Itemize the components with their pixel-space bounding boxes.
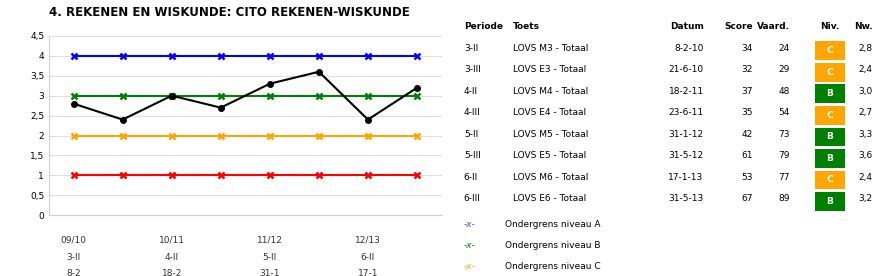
FancyBboxPatch shape (815, 106, 845, 125)
Text: Datum: Datum (670, 22, 704, 31)
Text: 24: 24 (779, 44, 790, 53)
Text: 3,6: 3,6 (858, 151, 872, 160)
Text: LOVS M6 - Totaal: LOVS M6 - Totaal (513, 173, 589, 182)
Text: 17-1: 17-1 (358, 269, 378, 276)
Text: 2,8: 2,8 (859, 44, 872, 53)
FancyBboxPatch shape (815, 63, 845, 82)
Text: 17-1-13: 17-1-13 (668, 173, 704, 182)
Text: 5-II: 5-II (263, 253, 277, 262)
Text: 18-2: 18-2 (161, 269, 182, 276)
Text: LOVS M3 - Totaal: LOVS M3 - Totaal (513, 44, 589, 53)
Text: 4. REKENEN EN WISKUNDE: CITO REKENEN-WISKUNDE: 4. REKENEN EN WISKUNDE: CITO REKENEN-WIS… (49, 6, 409, 18)
Text: 4-III: 4-III (464, 108, 481, 117)
Text: 48: 48 (779, 87, 790, 96)
Text: LOVS M4 - Totaal: LOVS M4 - Totaal (513, 87, 589, 96)
Text: 12/13: 12/13 (355, 236, 381, 245)
Text: Score: Score (724, 22, 753, 31)
Text: 8-2-10: 8-2-10 (674, 44, 704, 53)
Text: 5-III: 5-III (464, 151, 481, 160)
Text: 21-6-10: 21-6-10 (668, 65, 704, 74)
Text: 2,4: 2,4 (859, 65, 872, 74)
Text: 6-II: 6-II (464, 173, 478, 182)
Text: C: C (827, 111, 833, 120)
Text: 31-5-12: 31-5-12 (668, 151, 704, 160)
Text: 10/11: 10/11 (159, 236, 185, 245)
Text: 4-II: 4-II (165, 253, 178, 262)
Text: 5-II: 5-II (464, 130, 478, 139)
Text: 67: 67 (741, 194, 753, 203)
Text: 31-1-12: 31-1-12 (668, 130, 704, 139)
Text: Periode: Periode (464, 22, 503, 31)
Text: 79: 79 (779, 151, 790, 160)
Text: 8-2: 8-2 (66, 269, 81, 276)
FancyBboxPatch shape (815, 149, 845, 168)
FancyBboxPatch shape (815, 171, 845, 189)
Text: 18-2-11: 18-2-11 (668, 87, 704, 96)
Text: Ondergrens niveau B: Ondergrens niveau B (505, 241, 600, 250)
Text: 6-II: 6-II (361, 253, 375, 262)
Text: 2,7: 2,7 (859, 108, 872, 117)
Text: 3,0: 3,0 (858, 87, 872, 96)
Text: LOVS E5 - Totaal: LOVS E5 - Totaal (513, 151, 586, 160)
Text: C: C (827, 46, 833, 55)
Text: 34: 34 (741, 44, 753, 53)
Text: 4-II: 4-II (464, 87, 478, 96)
Text: 3,2: 3,2 (859, 194, 872, 203)
Text: Toets: Toets (513, 22, 540, 31)
Text: 31-1: 31-1 (260, 269, 280, 276)
Text: 73: 73 (779, 130, 790, 139)
Text: B: B (827, 154, 833, 163)
Text: 54: 54 (779, 108, 790, 117)
Text: Niv.: Niv. (821, 22, 839, 31)
Text: 32: 32 (741, 65, 753, 74)
Text: C: C (827, 68, 833, 77)
Text: 2,4: 2,4 (859, 173, 872, 182)
Text: LOVS E3 - Totaal: LOVS E3 - Totaal (513, 65, 586, 74)
Text: C: C (827, 176, 833, 184)
Text: B: B (827, 132, 833, 141)
Text: 29: 29 (779, 65, 790, 74)
FancyBboxPatch shape (815, 84, 845, 103)
Text: Ondergrens niveau A: Ondergrens niveau A (505, 220, 600, 229)
Text: 37: 37 (741, 87, 753, 96)
Text: 3-II: 3-II (67, 253, 80, 262)
FancyBboxPatch shape (815, 128, 845, 146)
Text: -x-: -x- (464, 241, 475, 250)
Text: 11/12: 11/12 (257, 236, 283, 245)
Text: 89: 89 (779, 194, 790, 203)
FancyBboxPatch shape (815, 41, 845, 60)
Text: 53: 53 (741, 173, 753, 182)
Text: -x-: -x- (464, 262, 475, 270)
Text: 6-III: 6-III (464, 194, 481, 203)
Text: Nw.: Nw. (854, 22, 872, 31)
Text: Vaard.: Vaard. (757, 22, 790, 31)
Text: LOVS E4 - Totaal: LOVS E4 - Totaal (513, 108, 586, 117)
Text: 31-5-13: 31-5-13 (668, 194, 704, 203)
Text: LOVS E6 - Totaal: LOVS E6 - Totaal (513, 194, 586, 203)
FancyBboxPatch shape (815, 192, 845, 211)
Text: 3-II: 3-II (464, 44, 478, 53)
Text: -x-: -x- (464, 220, 475, 229)
Text: B: B (827, 197, 833, 206)
Text: 3,3: 3,3 (858, 130, 872, 139)
Text: 42: 42 (741, 130, 753, 139)
Text: 23-6-11: 23-6-11 (668, 108, 704, 117)
Text: 77: 77 (779, 173, 790, 182)
Text: LOVS M5 - Totaal: LOVS M5 - Totaal (513, 130, 589, 139)
Text: 3-III: 3-III (464, 65, 481, 74)
Text: B: B (827, 89, 833, 98)
Text: 35: 35 (741, 108, 753, 117)
Text: 09/10: 09/10 (61, 236, 87, 245)
Text: 61: 61 (741, 151, 753, 160)
Text: Ondergrens niveau C: Ondergrens niveau C (505, 262, 600, 270)
